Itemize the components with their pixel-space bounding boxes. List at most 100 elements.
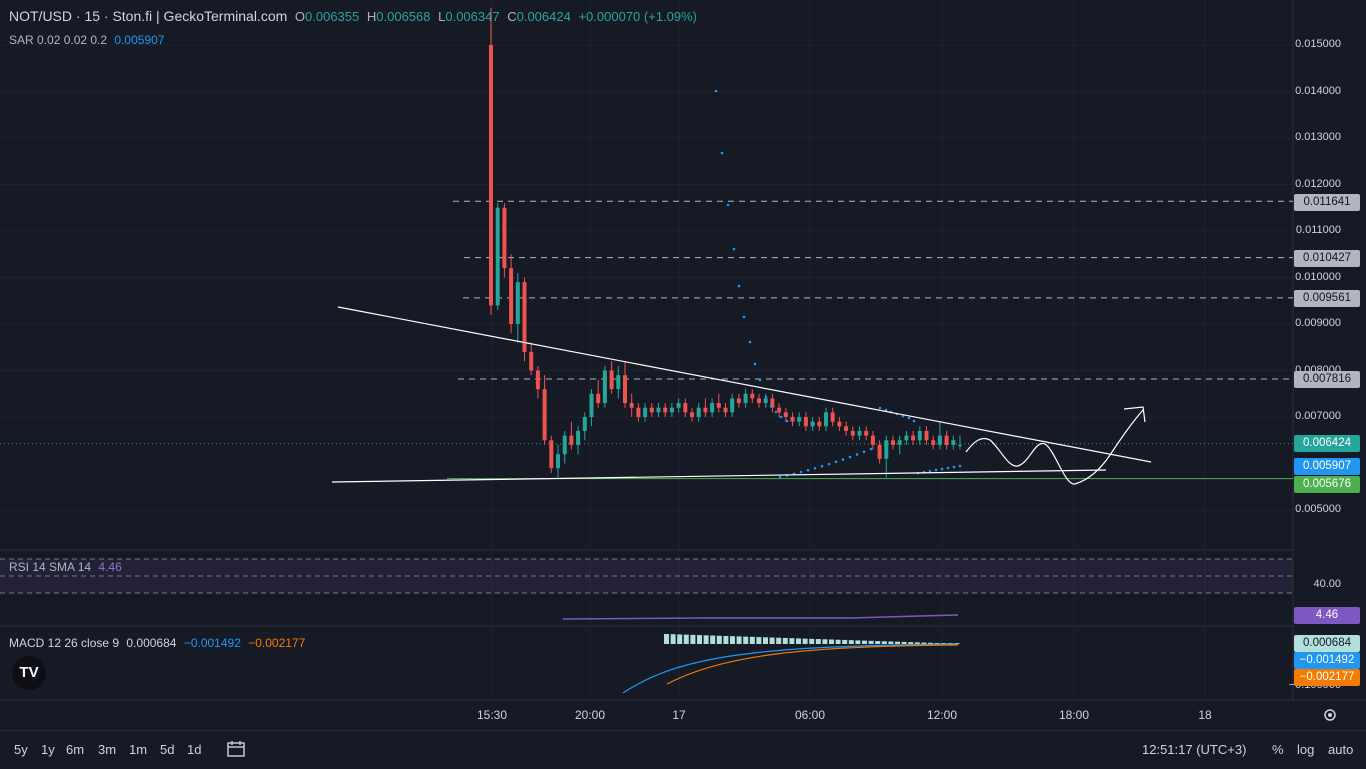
candle-body <box>602 370 607 404</box>
range-6m[interactable]: 6m <box>66 742 85 757</box>
sar-dot <box>726 203 730 207</box>
percent-toggle[interactable]: % <box>1272 742 1284 757</box>
macd-hist-bar <box>782 637 788 644</box>
candle-body <box>649 407 654 413</box>
x-tick-label: 18:00 <box>1058 708 1090 722</box>
sar-dot <box>764 395 768 399</box>
rsi-label: RSI 14 SMA 14 <box>9 560 92 574</box>
candle-body <box>817 421 822 427</box>
range-1d[interactable]: 1d <box>187 742 202 757</box>
sar-dot <box>940 467 944 471</box>
candle-body <box>864 430 869 436</box>
auto-toggle[interactable]: auto <box>1328 742 1354 757</box>
sar-dot <box>742 315 746 319</box>
macd-line-badge: −0.001492 <box>1294 652 1360 669</box>
sar-dot <box>848 455 852 459</box>
macd-hist-bar <box>901 641 907 644</box>
log-toggle[interactable]: log <box>1297 742 1315 757</box>
sar-dot <box>732 247 736 251</box>
candle-body <box>797 417 802 422</box>
candle-body <box>582 417 587 431</box>
candle-body <box>656 407 661 413</box>
macd-hist-bar <box>743 636 749 644</box>
sar-dot <box>884 408 888 412</box>
candle-body <box>489 45 493 306</box>
candle-body <box>877 444 882 459</box>
candle-body <box>683 403 688 413</box>
candle-body <box>777 407 782 413</box>
macd-line-value: −0.001492 <box>183 636 241 650</box>
candle-body <box>569 435 574 445</box>
sar-dot <box>714 89 718 93</box>
rsi-axis-tick: 40.00 <box>1313 578 1341 590</box>
macd-signal-value: −0.002177 <box>248 636 306 650</box>
change-value: +0.000070 (+1.09%) <box>578 9 698 24</box>
sar-dot <box>878 406 882 410</box>
candle-body <box>803 417 808 427</box>
macd-hist-bar <box>677 634 683 644</box>
range-5d[interactable]: 5d <box>160 742 175 757</box>
open-label: O <box>294 9 306 24</box>
macd-hist-bar <box>703 635 709 644</box>
current-price-label: 0.006424 <box>1294 435 1360 452</box>
macd-hist-bar <box>842 639 848 644</box>
candle-body <box>596 393 601 404</box>
candle-body <box>576 430 581 445</box>
candle-body <box>495 207 500 306</box>
macd-line <box>622 643 959 694</box>
candle-body <box>884 440 889 459</box>
rsi-line <box>562 614 959 620</box>
candle-body <box>710 403 715 413</box>
macd-legend[interactable]: MACD 12 26 close 9 0.000684 −0.001492 −0… <box>9 636 309 650</box>
sar-dot <box>928 469 932 473</box>
candle-body <box>730 398 735 413</box>
open-value: 0.006355 <box>305 9 360 24</box>
calendar-icon[interactable] <box>226 740 246 758</box>
macd-hist-value: 0.000684 <box>126 636 177 650</box>
x-tick-label: 12:00 <box>926 708 958 722</box>
macd-hist-bar <box>736 636 742 644</box>
price-chart[interactable] <box>0 0 1366 730</box>
y-tick-label: 0.013000 <box>1295 131 1341 143</box>
candle-body <box>904 435 909 441</box>
tradingview-logo[interactable]: TV <box>12 656 46 690</box>
candle-body <box>616 375 621 390</box>
candle-body <box>703 407 708 413</box>
sar-dot <box>946 466 950 470</box>
candle-body <box>522 282 527 352</box>
sar-legend[interactable]: SAR 0.02 0.02 0.2 0.005907 <box>9 33 168 47</box>
macd-hist-bar <box>802 638 808 644</box>
candle-body <box>535 370 540 390</box>
y-tick-label: 0.011000 <box>1295 224 1341 236</box>
rsi-legend[interactable]: RSI 14 SMA 14 4.46 <box>9 560 126 574</box>
candle-body <box>623 375 627 404</box>
candle-body <box>609 370 614 390</box>
candle-body <box>937 435 942 445</box>
x-tick-label: 20:00 <box>574 708 606 722</box>
range-1m[interactable]: 1m <box>129 742 148 757</box>
macd-label: MACD 12 26 close 9 <box>9 636 120 650</box>
sar-dot <box>799 470 803 474</box>
candle-body <box>770 398 775 408</box>
macd-hist-bar <box>928 642 933 644</box>
settings-icon[interactable] <box>1321 706 1339 724</box>
high-value: 0.006568 <box>376 9 431 24</box>
range-3m[interactable]: 3m <box>98 742 117 757</box>
sar-dot <box>753 362 757 366</box>
macd-hist-bar <box>730 636 735 644</box>
clock-time[interactable]: 12:51:17 (UTC+3) <box>1142 742 1247 757</box>
level-label-1: 0.011641 <box>1294 194 1360 211</box>
range-1y[interactable]: 1y <box>41 742 55 757</box>
sar-dot <box>778 475 782 479</box>
candle-body <box>850 430 855 436</box>
y-tick-label: 0.015000 <box>1295 38 1341 50</box>
candle-body <box>757 398 761 404</box>
sar-label: SAR 0.02 0.02 0.2 <box>9 33 108 47</box>
candle-body <box>924 430 929 441</box>
sar-dot <box>785 419 789 423</box>
macd-hist-bar <box>914 642 920 644</box>
x-tick-label: 18 <box>1198 708 1212 722</box>
bottom-toolbar: 5y 1y 6m 3m 1m 5d 1d 12:51:17 (UTC+3) % … <box>0 730 1366 769</box>
macd-hist-badge: 0.000684 <box>1294 635 1360 652</box>
range-5y[interactable]: 5y <box>14 742 28 757</box>
